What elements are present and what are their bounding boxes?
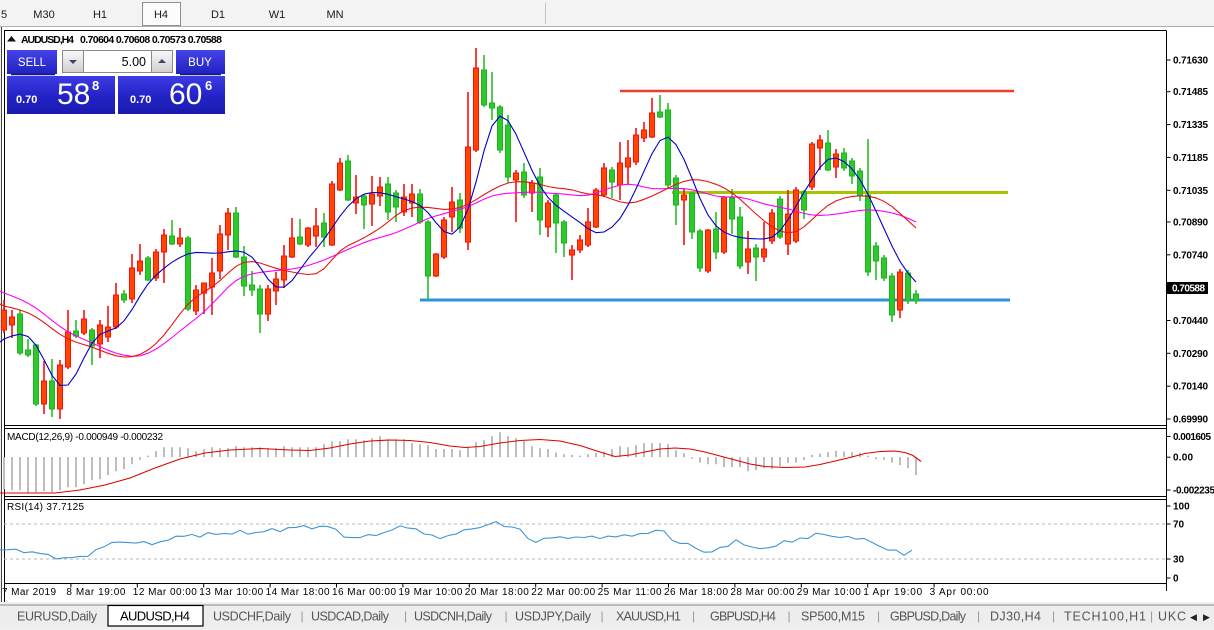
svg-text:5.00: 5.00	[122, 55, 146, 69]
svg-text:|: |	[505, 609, 508, 623]
svg-text:H4: H4	[154, 9, 168, 21]
svg-text:GBPUSD,H4: GBPUSD,H4	[710, 610, 776, 624]
svg-text:XAUUSD,H1: XAUUSD,H1	[616, 610, 681, 624]
svg-text:26 Mar 18:00: 26 Mar 18:00	[664, 587, 728, 598]
svg-text:|: |	[404, 609, 407, 623]
svg-text:5: 5	[1, 9, 7, 21]
svg-text:0.71185: 0.71185	[1173, 153, 1208, 164]
svg-text:8: 8	[92, 78, 99, 93]
svg-text:▶: ▶	[1203, 612, 1210, 622]
svg-text:AUDUSD,H4: AUDUSD,H4	[21, 34, 74, 46]
svg-text:0.71630: 0.71630	[1173, 56, 1208, 67]
svg-text:3 Apr 00:00: 3 Apr 00:00	[930, 587, 989, 598]
svg-text:28 Mar 00:00: 28 Mar 00:00	[730, 587, 794, 598]
svg-text:25 Mar 11:00: 25 Mar 11:00	[598, 587, 662, 598]
svg-text:|: |	[977, 609, 980, 623]
svg-text:16 Mar 00:00: 16 Mar 00:00	[332, 587, 396, 598]
svg-text:H1: H1	[93, 9, 107, 21]
svg-text:USDJPY,Daily: USDJPY,Daily	[515, 610, 592, 624]
svg-text:|: |	[1052, 609, 1055, 623]
svg-text:SELL: SELL	[18, 57, 47, 69]
svg-text:0.71035: 0.71035	[1173, 186, 1208, 197]
svg-text:12 Mar 00:00: 12 Mar 00:00	[133, 587, 197, 598]
svg-text:|: |	[692, 609, 695, 623]
svg-text:7 Mar 2019: 7 Mar 2019	[2, 587, 56, 598]
svg-text:DJ30,H4: DJ30,H4	[990, 610, 1041, 624]
svg-text:13 Mar 10:00: 13 Mar 10:00	[199, 587, 263, 598]
svg-text:60: 60	[169, 78, 202, 111]
svg-text:|: |	[1150, 609, 1153, 623]
svg-text:◀: ◀	[1190, 612, 1197, 622]
svg-text:|: |	[601, 609, 604, 623]
svg-text:14 Mar 18:00: 14 Mar 18:00	[266, 587, 330, 598]
svg-text:USDCAD,Daily: USDCAD,Daily	[311, 610, 390, 624]
svg-text:0.001605: 0.001605	[1173, 432, 1211, 443]
svg-text:M30: M30	[33, 9, 54, 21]
svg-text:BUY: BUY	[188, 57, 212, 69]
svg-text:0.69990: 0.69990	[1173, 415, 1208, 426]
svg-text:MACD(12,26,9) -0.000949 -0.000: MACD(12,26,9) -0.000949 -0.000232	[7, 432, 163, 443]
svg-text:RSI(14) 37.7125: RSI(14) 37.7125	[7, 502, 84, 513]
svg-text:-0.002235: -0.002235	[1173, 486, 1214, 497]
svg-text:19 Mar 10:00: 19 Mar 10:00	[398, 587, 462, 598]
svg-text:USDCHF,Daily: USDCHF,Daily	[213, 610, 292, 624]
svg-text:W1: W1	[269, 9, 286, 21]
svg-text:EURUSD,Daily: EURUSD,Daily	[17, 610, 98, 624]
svg-text:|: |	[788, 609, 791, 623]
svg-text:0.71485: 0.71485	[1173, 87, 1208, 98]
svg-text:0.70740: 0.70740	[1173, 250, 1208, 261]
svg-text:0.70588: 0.70588	[1172, 284, 1205, 295]
svg-text:0.70290: 0.70290	[1173, 349, 1208, 360]
svg-text:29 Mar 10:00: 29 Mar 10:00	[797, 587, 861, 598]
svg-text:0.00: 0.00	[1173, 453, 1193, 464]
svg-text:USDCNH,Daily: USDCNH,Daily	[414, 610, 493, 624]
svg-text:8 Mar 19:00: 8 Mar 19:00	[66, 587, 125, 598]
svg-text:TECH100,H1: TECH100,H1	[1064, 610, 1146, 624]
svg-text:70: 70	[1173, 520, 1185, 531]
svg-text:|: |	[301, 609, 304, 623]
svg-text:20 Mar 18:00: 20 Mar 18:00	[465, 587, 529, 598]
svg-text:0.71335: 0.71335	[1173, 120, 1208, 131]
svg-text:58: 58	[57, 78, 90, 111]
svg-text:30: 30	[1173, 555, 1185, 566]
svg-text:1 Apr 19:00: 1 Apr 19:00	[863, 587, 922, 598]
svg-text:0.70140: 0.70140	[1173, 382, 1208, 393]
svg-text:0: 0	[1173, 574, 1179, 585]
svg-text:6: 6	[205, 78, 212, 93]
svg-text:0.70604 0.70608 0.70573 0.7058: 0.70604 0.70608 0.70573 0.70588	[80, 34, 222, 46]
svg-text:0.70440: 0.70440	[1173, 316, 1208, 327]
svg-text:100: 100	[1173, 502, 1190, 513]
svg-text:D1: D1	[211, 9, 225, 21]
svg-text:UKC: UKC	[1158, 610, 1186, 624]
svg-text:SP500,M15: SP500,M15	[801, 610, 865, 624]
svg-text:|: |	[877, 609, 880, 623]
svg-text:0.70: 0.70	[16, 94, 37, 106]
svg-text:AUDUSD,H4: AUDUSD,H4	[120, 609, 190, 624]
svg-text:0.70890: 0.70890	[1173, 218, 1208, 229]
svg-text:22 Mar 00:00: 22 Mar 00:00	[531, 587, 595, 598]
svg-text:0.70: 0.70	[130, 94, 151, 106]
svg-text:GBPUSD,Daily: GBPUSD,Daily	[890, 610, 967, 624]
svg-text:MN: MN	[326, 9, 343, 21]
